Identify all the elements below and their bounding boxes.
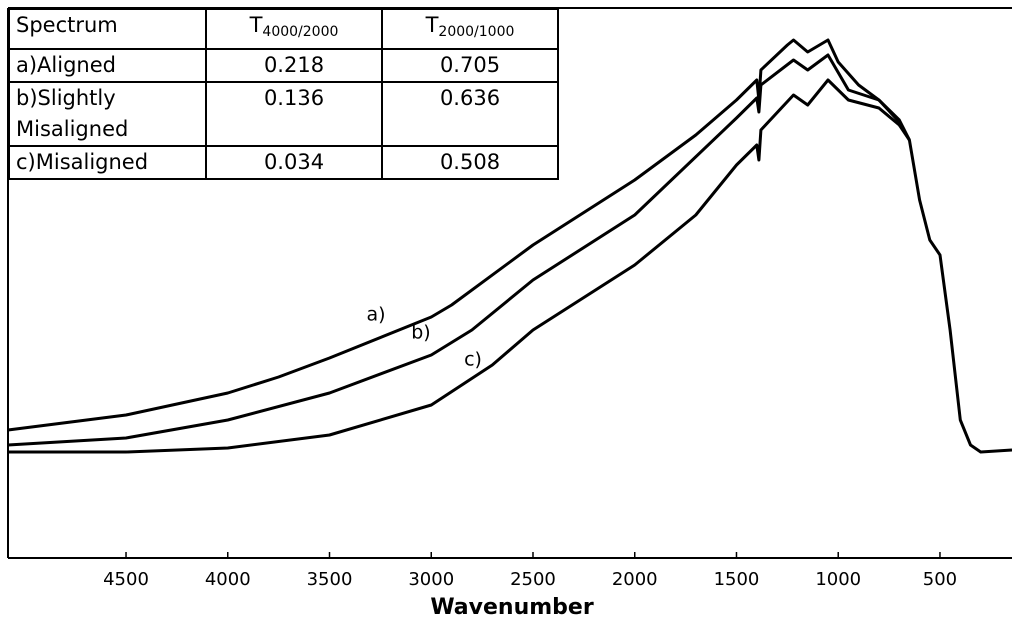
curve-label: b)	[411, 322, 430, 344]
header-cell: T4000/2000	[205, 8, 383, 50]
value-cell: 0.136	[205, 81, 383, 147]
value-cell: 0.218	[205, 48, 383, 83]
value-cell: 0.508	[381, 145, 559, 180]
value-cell: 0.034	[205, 145, 383, 180]
x-tick-label: 2500	[510, 569, 556, 590]
spectrum-cell: c)Misaligned	[8, 145, 207, 180]
table-row: a)Aligned 0.218 0.705	[8, 48, 559, 83]
x-tick-label: 4000	[205, 569, 251, 590]
table-header-row: Spectrum T4000/2000 T2000/1000	[8, 8, 559, 50]
table-row: b)Slightly Misaligned 0.136 0.636	[8, 81, 559, 147]
series-line	[7, 38, 1012, 454]
x-tick-label: 1000	[815, 569, 861, 590]
table-row: c)Misaligned 0.034 0.508	[8, 145, 559, 180]
x-tick-label: 500	[923, 569, 957, 590]
curve-label: a)	[366, 304, 385, 326]
x-tick-label: 4500	[103, 569, 149, 590]
header-cell: T2000/1000	[381, 8, 559, 50]
inset-table: Spectrum T4000/2000 T2000/1000 a)Aligned 0.2…	[8, 8, 559, 180]
x-axis-label: Wavenumber	[430, 595, 594, 620]
x-tick-label: 3500	[307, 569, 353, 590]
curve-label: c)	[464, 349, 482, 371]
header-subscript: 4000/2000	[262, 24, 339, 40]
header-subscript: 2000/1000	[438, 24, 515, 40]
header-symbol: T	[249, 13, 263, 37]
series-line	[8, 78, 911, 454]
header-cell: Spectrum	[8, 8, 207, 50]
header-symbol: T	[425, 13, 439, 37]
series-line	[7, 53, 911, 447]
value-cell: 0.705	[381, 48, 559, 83]
spectrum-cell: b)Slightly Misaligned	[8, 81, 207, 147]
spectrum-cell: a)Aligned	[8, 48, 207, 83]
x-tick-label: 1500	[714, 569, 760, 590]
x-tick-label: 3000	[408, 569, 454, 590]
x-tick-label: 2000	[612, 569, 658, 590]
value-cell: 0.636	[381, 81, 559, 147]
